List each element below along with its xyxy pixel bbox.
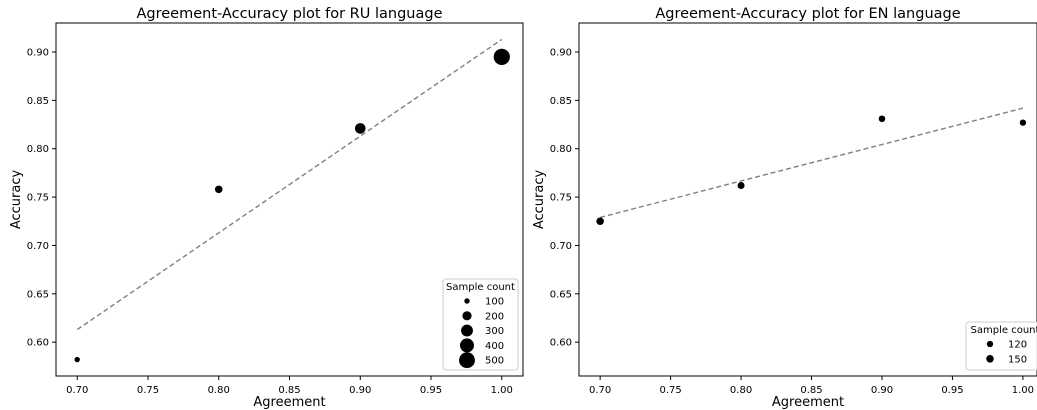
x-tick-label: 0.90 (871, 385, 893, 396)
legend-marker (459, 352, 475, 369)
legend-label: 150 (1008, 354, 1027, 365)
x-tick-label: 0.70 (66, 385, 88, 396)
y-tick-label: 0.90 (550, 48, 572, 59)
data-point (878, 115, 886, 123)
x-tick-label: 0.85 (800, 385, 822, 396)
y-tick-label: 0.65 (27, 289, 49, 300)
chart-panel-1: Agreement-Accuracy plot for RU language 0… (9, 6, 524, 410)
legend-label: 300 (485, 326, 504, 337)
y-tick-label: 0.85 (27, 96, 49, 107)
trend-line (76, 38, 503, 331)
y-tick-label: 0.70 (27, 241, 49, 252)
data-point (1019, 119, 1027, 126)
data-point (354, 123, 366, 134)
y-axis-label: Accuracy (532, 170, 547, 230)
data-point (74, 356, 80, 363)
legend: Sample count 120 150 (965, 321, 1037, 371)
x-tick-label: 0.90 (349, 385, 371, 396)
y-axis-label: Accuracy (9, 170, 24, 230)
legend-label: 200 (485, 311, 504, 322)
x-tick-label: 0.80 (208, 385, 230, 396)
x-tick-label: 0.95 (941, 385, 963, 396)
chart-title: Agreement-Accuracy plot for RU language (136, 6, 442, 22)
chart-title: Agreement-Accuracy plot for EN language (655, 6, 960, 22)
legend-title: Sample count (446, 282, 515, 293)
legend-label: 400 (485, 341, 504, 352)
legend-marker (462, 311, 472, 321)
legend-marker (461, 324, 473, 337)
legend: Sample count 100 200 300 400 500 (442, 278, 519, 371)
data-point (737, 181, 745, 189)
plot-frame (578, 22, 1037, 377)
x-tick-label: 0.75 (137, 385, 159, 396)
x-tick-label: 1.00 (1012, 385, 1034, 396)
x-tick-label: 0.85 (278, 385, 300, 396)
x-tick-label: 0.80 (730, 385, 752, 396)
legend-box (965, 321, 1037, 371)
legend-marker (986, 340, 994, 348)
x-tick-label: 0.95 (420, 385, 442, 396)
y-tick-label: 0.65 (550, 289, 572, 300)
y-tick-label: 0.60 (27, 338, 49, 349)
y-tick-label: 0.90 (27, 48, 49, 59)
data-point (214, 185, 223, 194)
data-point (493, 48, 510, 65)
x-tick-label: 0.70 (589, 385, 611, 396)
y-tick-label: 0.75 (550, 193, 572, 204)
y-tick-label: 0.75 (27, 193, 49, 204)
y-tick-label: 0.70 (550, 241, 572, 252)
legend-marker (986, 355, 994, 363)
y-tick-label: 0.60 (550, 338, 572, 349)
chart-panel-2: Agreement-Accuracy plot for EN language 0… (532, 6, 1037, 410)
trend-line (599, 107, 1024, 219)
legend-marker (459, 338, 475, 353)
legend-label: 100 (485, 297, 504, 308)
y-tick-label: 0.80 (550, 144, 572, 155)
x-axis-label: Agreement (772, 395, 844, 410)
x-axis-label: Agreement (253, 395, 325, 410)
legend-label: 500 (485, 356, 504, 367)
y-tick-label: 0.80 (27, 144, 49, 155)
legend-marker (464, 298, 470, 304)
x-tick-label: 0.75 (659, 385, 681, 396)
legend-title: Sample count (971, 325, 1037, 336)
x-tick-label: 1.00 (491, 385, 513, 396)
data-point (596, 217, 604, 226)
y-tick-label: 0.85 (550, 96, 572, 107)
legend-label: 120 (1008, 340, 1027, 351)
